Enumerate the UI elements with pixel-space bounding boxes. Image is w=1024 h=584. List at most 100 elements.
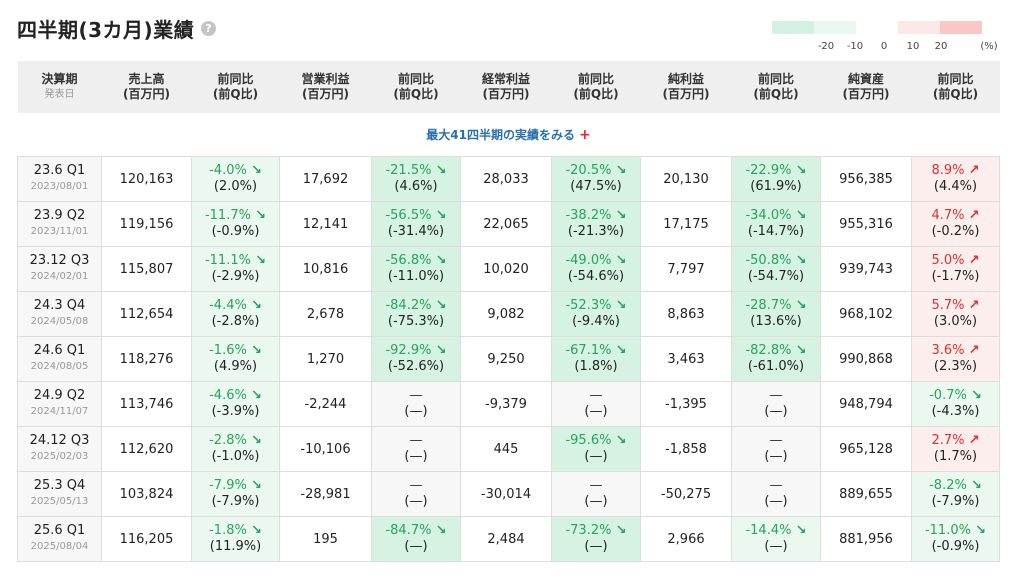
qoq-change: (—) — [764, 404, 788, 419]
arrow-down-right-icon: ↘ — [435, 523, 447, 538]
qoq-change: (—) — [584, 539, 608, 554]
sales-value-cell: 120,163 — [101, 156, 192, 202]
qoq-change: (-2.9%) — [211, 269, 260, 284]
sales-value-cell: 103,824 — [101, 471, 192, 517]
fiscal-period: 24.3 Q4 — [33, 298, 86, 313]
title-text: 四半期(3カ月)業績 — [17, 18, 195, 42]
column-header-sublabel: (百万円) — [662, 87, 710, 101]
column-header-label: 前同比 — [397, 72, 434, 86]
qoq-change: (11.9%) — [209, 539, 262, 554]
sales-change-cell: -7.9% ↘ (-7.9%) — [191, 471, 280, 517]
assets-value-cell: 948,794 — [820, 381, 912, 427]
column-header: 純資産 (百万円) — [820, 61, 912, 113]
column-header: 経常利益 (百万円) — [460, 61, 552, 113]
sales-change-cell: -1.6% ↘ (4.9%) — [191, 336, 280, 382]
column-header-sublabel: (百万円) — [123, 87, 170, 101]
assets-change-cell: 3.6% ↗ (2.3%) — [911, 336, 1000, 382]
arrow-down-right-icon: ↘ — [795, 298, 807, 313]
table-row: 23.6 Q1 2023/08/01 120,163 -4.0% ↘ (2.0%) 17,… — [17, 156, 1000, 202]
arrow-down-right-icon: ↘ — [615, 163, 627, 178]
fiscal-period: 24.12 Q3 — [29, 433, 90, 448]
arrow-down-right-icon: ↘ — [435, 343, 447, 358]
assets-change-cell: -0.7% ↘ (-4.3%) — [911, 381, 1000, 427]
yoy-change: -73.2% ↘ — [552, 523, 640, 539]
net-value-cell: -1,395 — [640, 381, 732, 427]
qoq-change: (-7.9%) — [931, 494, 980, 509]
arrow-down-right-icon: ↘ — [250, 343, 262, 358]
yoy-value: -50.8% — [745, 253, 792, 268]
qoq-change: (—) — [584, 494, 608, 509]
yoy-change: -4.6% ↘ — [192, 388, 279, 404]
yoy-value: -28.7% — [745, 298, 792, 313]
ord-change-cell: -49.0% ↘ (-54.6%) — [551, 246, 641, 292]
yoy-change: -92.9% ↘ — [372, 343, 460, 359]
net-change-cell: -82.8% ↘ (-61.0%) — [731, 336, 821, 382]
assets-value-cell: 889,655 — [820, 471, 912, 517]
column-header: 前同比 (前Q比) — [731, 61, 821, 113]
qoq-change: (-11.0%) — [387, 269, 445, 284]
quarterly-results-table: 決算期 発表日 売上高 (百万円) 前同比 (前Q比) 営業利益 (百万円) 前同比 (前Q比) 経… — [17, 61, 1000, 562]
plus-icon[interactable]: + — [578, 127, 591, 143]
ord-value-cell: 9,250 — [460, 336, 552, 382]
ord-change-cell: -73.2% ↘ (—) — [551, 516, 641, 562]
yoy-change: — — [372, 433, 460, 449]
assets-value-cell: 881,956 — [820, 516, 912, 562]
op-change-cell: — (—) — [371, 381, 461, 427]
fiscal-period: 24.6 Q1 — [33, 343, 86, 358]
yoy-change: — — [372, 478, 460, 494]
yoy-change: — — [552, 388, 640, 404]
qoq-change: (-14.7%) — [747, 224, 805, 239]
qoq-change: (—) — [404, 494, 428, 509]
qoq-change: (47.5%) — [570, 179, 622, 194]
column-header-label: 前同比 — [217, 72, 254, 86]
yoy-change: -56.5% ↘ — [372, 208, 460, 224]
yoy-change: -7.9% ↘ — [192, 478, 279, 494]
qoq-change: (1.8%) — [574, 359, 618, 374]
yoy-value: -2.8% — [209, 433, 247, 448]
column-header-sublabel: 発表日 — [44, 89, 75, 100]
yoy-value: -11.1% — [204, 253, 251, 268]
qoq-change: (-7.9%) — [211, 494, 260, 509]
yoy-value: 5.7% — [931, 298, 965, 313]
yoy-value: -95.6% — [565, 433, 612, 448]
arrow-up-right-icon: ↗ — [968, 208, 980, 223]
sales-value-cell: 112,620 — [101, 426, 192, 472]
legend-swatch — [898, 21, 940, 34]
column-header-sublabel: (百万円) — [482, 87, 530, 101]
yoy-change: 5.7% ↗ — [912, 298, 999, 314]
table-row: 24.9 Q2 2024/11/07 113,746 -4.6% ↘ (-3.9%) -2… — [17, 381, 1000, 427]
yoy-change: -22.9% ↘ — [732, 163, 820, 179]
yoy-value: — — [589, 388, 603, 403]
yoy-value: -22.9% — [745, 163, 792, 178]
show-more-link[interactable]: 最大41四半期の実績をみる — [426, 128, 575, 142]
qoq-change: (-1.0%) — [211, 449, 260, 464]
question-circle-icon[interactable]: ? — [201, 21, 217, 36]
yoy-change: -84.7% ↘ — [372, 523, 460, 539]
arrow-down-right-icon: ↘ — [255, 253, 267, 268]
op-change-cell: -92.9% ↘ (-52.6%) — [371, 336, 461, 382]
arrow-down-right-icon: ↘ — [250, 523, 262, 538]
qoq-change: (2.3%) — [933, 359, 978, 374]
op-change-cell: — (—) — [371, 471, 461, 517]
op-value-cell: -28,981 — [279, 471, 372, 517]
ord-change-cell: — (—) — [551, 471, 641, 517]
net-value-cell: -50,275 — [640, 471, 732, 517]
arrow-down-right-icon: ↘ — [795, 253, 807, 268]
yoy-value: — — [589, 478, 603, 493]
yoy-value: -84.2% — [385, 298, 432, 313]
column-header: 営業利益 (百万円) — [279, 61, 372, 113]
qoq-change: (—) — [404, 539, 428, 554]
arrow-up-right-icon: ↗ — [968, 253, 980, 268]
assets-value-cell: 968,102 — [820, 291, 912, 337]
ord-value-cell: 2,484 — [460, 516, 552, 562]
op-value-cell: 10,816 — [279, 246, 372, 292]
op-value-cell: 1,270 — [279, 336, 372, 382]
yoy-value: -49.0% — [565, 253, 612, 268]
arrow-down-right-icon: ↘ — [250, 298, 262, 313]
yoy-value: 5.0% — [931, 253, 965, 268]
op-value-cell: -2,244 — [279, 381, 372, 427]
yoy-value: -7.9% — [209, 478, 247, 493]
qoq-change: (2.0%) — [213, 179, 258, 194]
yoy-value: — — [409, 388, 423, 403]
yoy-value: -56.5% — [385, 208, 432, 223]
